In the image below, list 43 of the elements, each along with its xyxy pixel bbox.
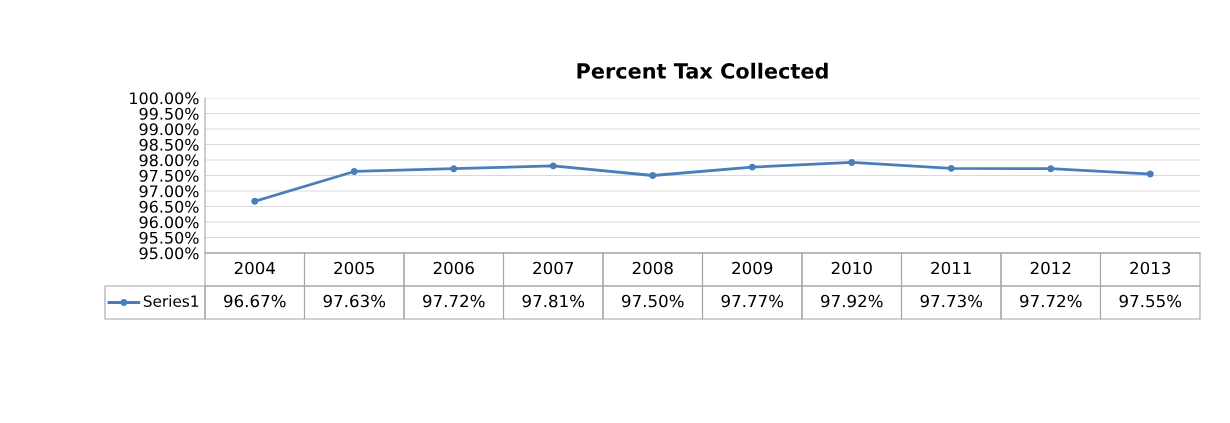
point — [1047, 165, 1055, 173]
y-tick-label: 96.00% — [139, 216, 199, 229]
y-tick-label: 96.50% — [139, 200, 199, 213]
data-label: 97.50% — [622, 294, 684, 308]
y-tick-label: 98.00% — [139, 154, 199, 167]
data-label: 97.72% — [1020, 294, 1082, 308]
y-tick-label: 100.00% — [130, 92, 199, 105]
x-tick-label: 2011 — [931, 261, 971, 275]
data-label: 97.55% — [1119, 294, 1182, 308]
point — [649, 172, 657, 179]
y-tick-label: 97.50% — [139, 169, 199, 182]
data-label: 96.67% — [224, 294, 286, 308]
y-tick-label: 98.50% — [139, 138, 199, 151]
chart-title: Percent Tax Collected — [577, 62, 828, 79]
x-tick-label: 2009 — [732, 261, 773, 275]
x-tick-label: 2005 — [334, 261, 374, 275]
point — [450, 165, 458, 173]
x-tick-label: 2004 — [234, 261, 276, 275]
y-tick-label: 97.00% — [139, 185, 199, 198]
x-tick-label: 2006 — [433, 261, 474, 275]
y-tick-label: 95.50% — [139, 231, 199, 244]
point — [947, 164, 955, 172]
legend-label: Series1 — [143, 295, 199, 307]
point — [251, 197, 259, 205]
point — [848, 159, 856, 166]
x-tick-label: 2013 — [1130, 261, 1171, 275]
y-tick-label: 99.00% — [139, 123, 199, 136]
data-label: 97.81% — [522, 294, 585, 308]
x-tick-label: 2012 — [1030, 261, 1071, 275]
data-label: 97.73% — [920, 294, 983, 308]
data-label: 97.77% — [721, 294, 784, 308]
y-tick-label: 99.50% — [139, 107, 199, 120]
point — [549, 162, 557, 170]
x-tick-label: 2008 — [632, 261, 673, 275]
data-label: 97.92% — [821, 294, 883, 308]
data-label: 97.72% — [423, 294, 485, 308]
x-tick-label: 2010 — [831, 261, 872, 275]
point — [1146, 170, 1154, 178]
y-tick-label: 95.00% — [139, 247, 199, 260]
data-label: 97.63% — [323, 294, 386, 308]
point — [748, 163, 756, 171]
x-tick-label: 2007 — [533, 261, 574, 275]
point — [350, 167, 358, 175]
